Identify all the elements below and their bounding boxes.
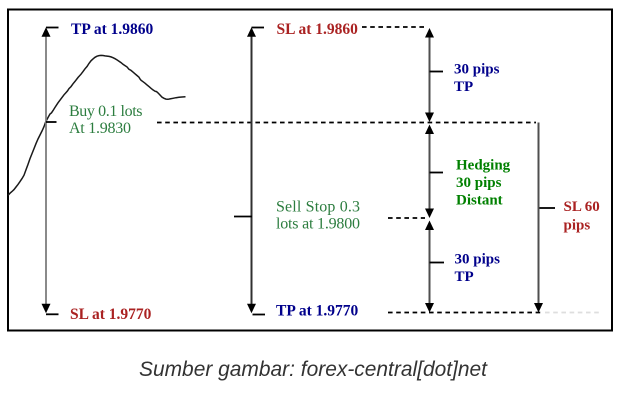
svg-text:Sell Stop 0.3: Sell Stop 0.3 bbox=[276, 199, 360, 216]
svg-text:TP at 1.9860: TP at 1.9860 bbox=[71, 21, 153, 38]
svg-text:30 pips: 30 pips bbox=[454, 62, 500, 78]
svg-text:Distant: Distant bbox=[456, 193, 503, 209]
svg-text:At 1.9830: At 1.9830 bbox=[69, 120, 131, 137]
svg-text:SL at 1.9860: SL at 1.9860 bbox=[277, 21, 359, 38]
svg-text:30 pips: 30 pips bbox=[455, 252, 501, 268]
svg-text:TP: TP bbox=[454, 79, 473, 95]
svg-text:lots at 1.9800: lots at 1.9800 bbox=[276, 216, 360, 233]
svg-text:TP: TP bbox=[455, 269, 474, 285]
svg-text:Buy 0.1 lots: Buy 0.1 lots bbox=[69, 103, 143, 120]
svg-text:TP at 1.9770: TP at 1.9770 bbox=[276, 302, 358, 319]
svg-text:Sumber gambar: forex-central[d: Sumber gambar: forex-central[dot]net bbox=[139, 358, 488, 381]
svg-text:pips: pips bbox=[564, 217, 591, 233]
svg-text:30 pips: 30 pips bbox=[456, 175, 502, 191]
svg-text:Hedging: Hedging bbox=[456, 158, 511, 174]
svg-text:SL 60: SL 60 bbox=[564, 199, 600, 215]
svg-text:SL at 1.9770: SL at 1.9770 bbox=[70, 306, 152, 323]
